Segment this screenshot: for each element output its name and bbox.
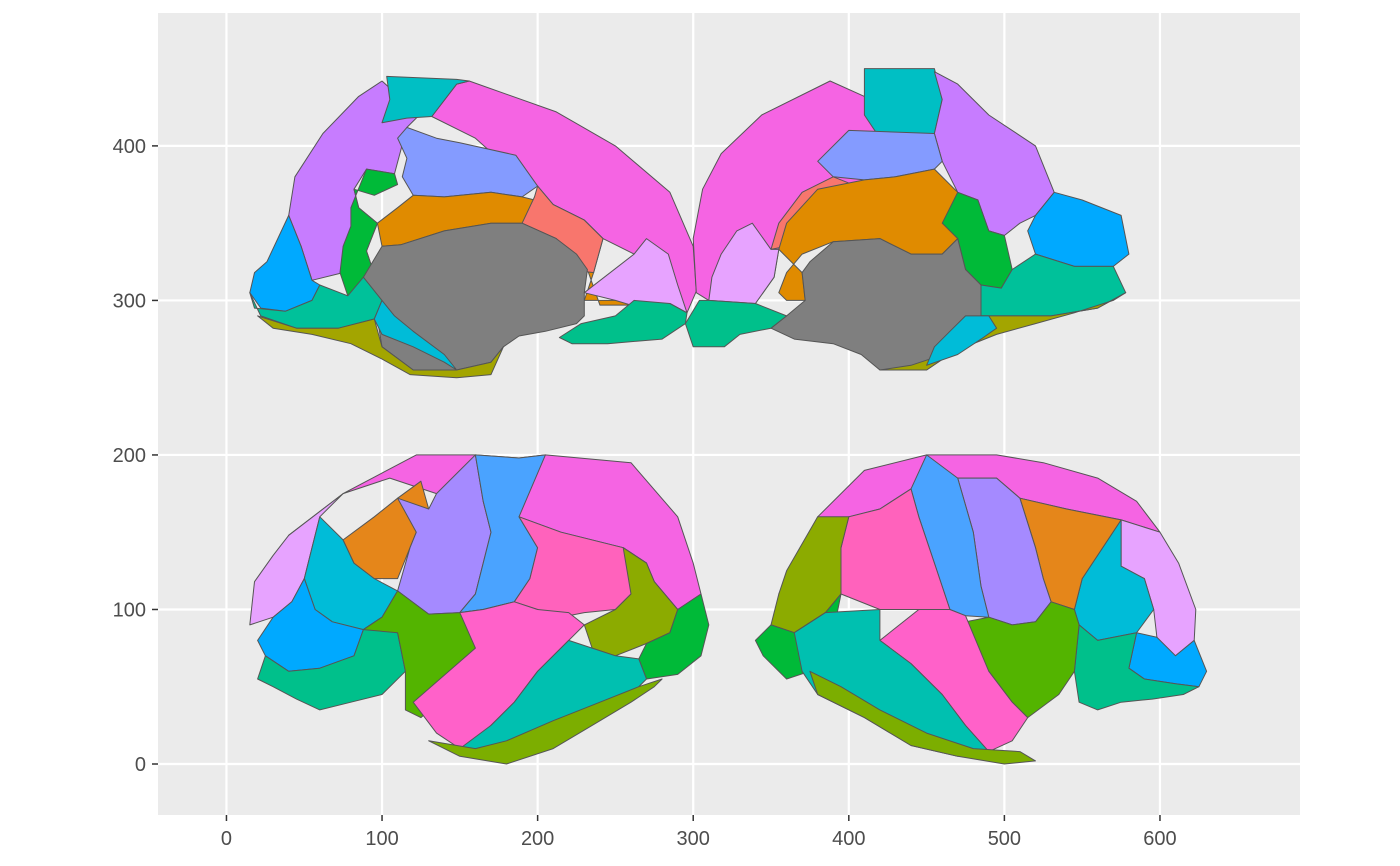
brain-view-medial-left	[249, 75, 697, 379]
region-medial-right-1	[863, 68, 943, 139]
y-tick-label-100: 100	[113, 599, 146, 621]
x-tick-label-600: 600	[1143, 828, 1176, 850]
brain-view-lateral-right	[754, 454, 1208, 765]
y-tick-label-400: 400	[113, 136, 146, 158]
x-tick-label-500: 500	[988, 828, 1021, 850]
x-tick-label-0: 0	[221, 828, 232, 850]
y-tick-label-200: 200	[113, 445, 146, 467]
x-tick-label-400: 400	[832, 828, 865, 850]
region-medial-left-9	[558, 299, 688, 345]
brain-regions	[249, 68, 1208, 765]
axes: 0 100 200 300 400 500 600 0 100 200 300 400	[113, 136, 1177, 850]
region-medial-left-8	[583, 238, 688, 314]
region-lateral-left-8	[638, 593, 710, 680]
x-tick-label-100: 100	[365, 828, 398, 850]
region-lateral-left-14	[428, 678, 663, 765]
region-lateral-left-7	[583, 547, 679, 657]
y-tick-label-300: 300	[113, 290, 146, 312]
brain-view-lateral-left	[249, 454, 710, 765]
region-medial-right-10	[1027, 191, 1130, 267]
region-medial-left-12	[257, 315, 504, 379]
region-medial-left-2	[381, 75, 470, 124]
x-tick-label-300: 300	[677, 828, 710, 850]
brain-view-medial-right	[684, 68, 1130, 371]
x-tick-label-200: 200	[521, 828, 554, 850]
region-medial-right-12	[879, 292, 1127, 371]
y-tick-label-0: 0	[135, 754, 146, 776]
region-medial-right-13	[926, 315, 998, 366]
region-medial-right-8	[708, 222, 780, 304]
region-medial-right-9	[684, 299, 788, 348]
region-lateral-right-14	[809, 670, 1036, 765]
region-medial-left-13	[373, 299, 458, 371]
